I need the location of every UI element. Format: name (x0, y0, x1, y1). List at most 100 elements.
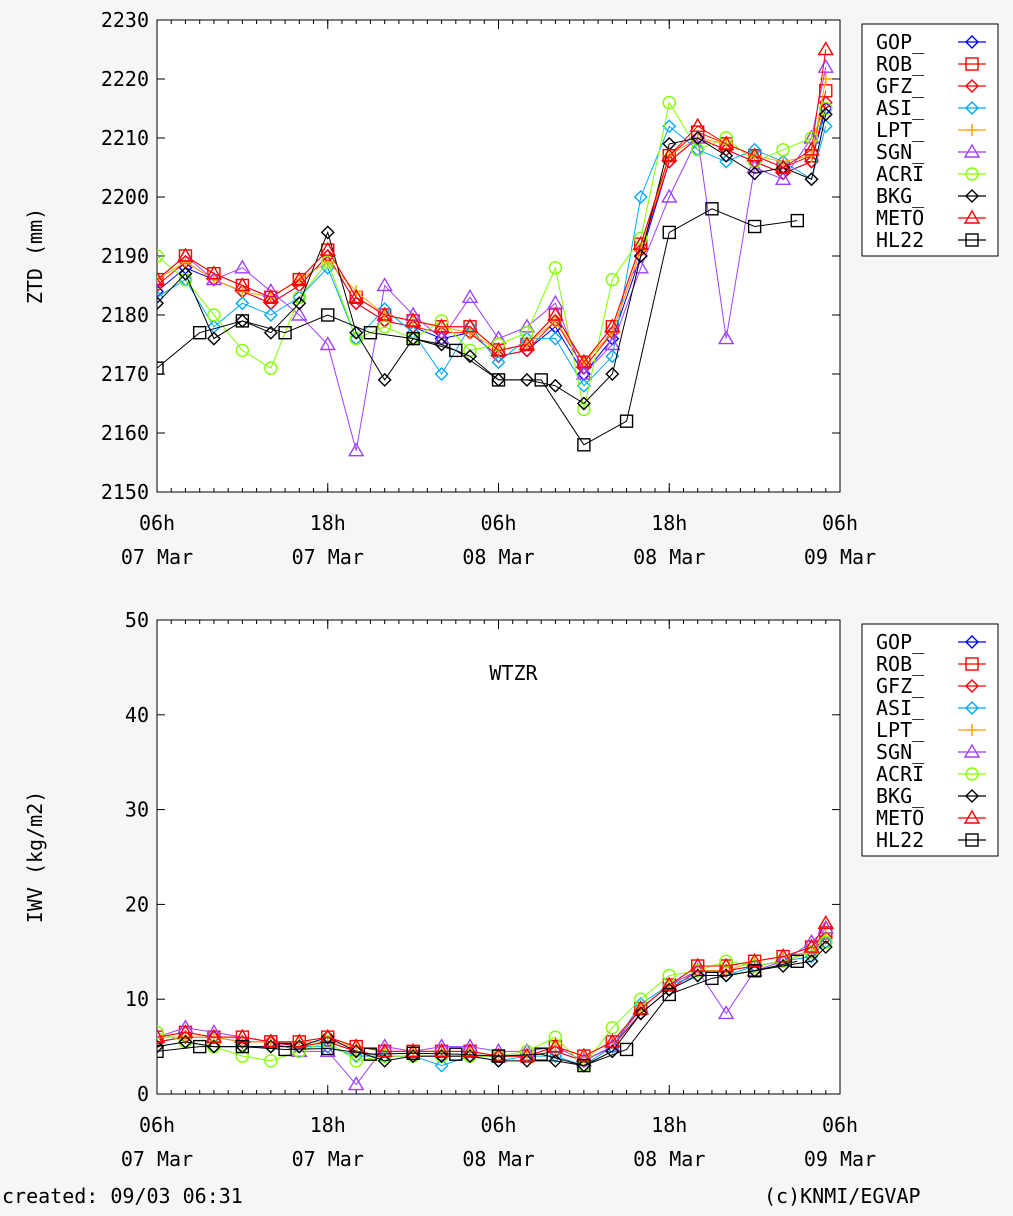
data-point (547, 306, 564, 321)
data-point (263, 308, 278, 322)
data-point (433, 330, 450, 345)
data-point (577, 1058, 591, 1073)
data-point (319, 241, 336, 256)
data-point (157, 284, 164, 299)
y-tick-label: 2200 (101, 185, 149, 209)
legend-marker (963, 743, 981, 758)
legend-marker (965, 189, 979, 203)
legend-label: SGN_ (876, 740, 925, 764)
data-point (818, 930, 833, 945)
data-point (520, 1044, 534, 1059)
data-point (206, 1039, 221, 1054)
data-point (404, 1042, 422, 1058)
y-tick-label: 50 (125, 608, 149, 632)
data-point (548, 261, 563, 275)
data-point (235, 296, 250, 311)
data-point (774, 170, 792, 186)
x-tick-label-hour: 18h (310, 511, 346, 535)
x-tick-label-hour: 06h (480, 1113, 516, 1137)
data-point (490, 342, 507, 357)
y-tick-label: 2230 (101, 8, 149, 32)
data-point (234, 1028, 251, 1043)
data-point (363, 1047, 378, 1061)
data-point (321, 1041, 335, 1056)
data-point (746, 147, 763, 162)
data-point (717, 957, 735, 972)
y-tick-label: 2210 (101, 126, 149, 150)
data-point (689, 117, 706, 132)
x-tick-label-hour: 06h (139, 1113, 175, 1137)
data-point (803, 141, 820, 156)
x-tick-label-hour: 06h (822, 1113, 858, 1137)
data-point (291, 306, 308, 321)
legend-marker (965, 35, 979, 49)
data-point (235, 1049, 250, 1063)
y-tick-label: 40 (125, 703, 149, 727)
legend-label: ASI_ (876, 96, 925, 120)
data-point (818, 940, 833, 955)
data-point (433, 318, 450, 333)
data-point (790, 213, 805, 228)
data-point (604, 318, 621, 333)
data-point (662, 987, 676, 1002)
legend-label: GOP_ (876, 630, 925, 654)
legend-marker (965, 767, 979, 781)
series-line (157, 960, 798, 1067)
data-point (790, 954, 805, 968)
data-point (803, 938, 820, 953)
data-point (577, 438, 591, 452)
data-point (179, 255, 192, 268)
legend-marker (965, 833, 979, 847)
legend-marker (966, 124, 978, 136)
data-point (804, 954, 819, 969)
data-point (349, 1044, 364, 1059)
data-point (376, 306, 393, 321)
data-point (235, 343, 250, 358)
data-point (263, 1039, 278, 1054)
data-point (661, 976, 678, 991)
legend-label: GFZ_ (876, 674, 925, 698)
legend-label: ROB_ (876, 652, 925, 676)
y-axis-label: IWV (kg/m2) (23, 791, 47, 923)
data-point (461, 318, 479, 333)
data-point (347, 1038, 365, 1053)
x-tick-label-date: 08 Mar (633, 1147, 705, 1171)
legend-label: METO (876, 206, 924, 230)
station-title: WTZR (489, 661, 538, 685)
legend-marker (965, 635, 979, 649)
data-point (177, 247, 194, 262)
data-point (377, 320, 392, 334)
data-point (662, 95, 676, 110)
data-point (604, 1033, 621, 1048)
data-point (717, 135, 735, 150)
data-point (433, 1042, 450, 1058)
data-point (406, 331, 420, 346)
data-point (434, 1058, 449, 1073)
data-point (157, 278, 164, 293)
data-point (774, 948, 792, 963)
series-line (157, 49, 827, 364)
y-tick-label: 2180 (101, 303, 149, 327)
data-point (178, 266, 193, 281)
data-point (705, 971, 719, 986)
data-point (747, 964, 762, 978)
data-point (434, 367, 449, 381)
y-tick-label: 2170 (101, 362, 149, 386)
created-timestamp: created: 09/03 06:31 (2, 1184, 243, 1208)
data-point (464, 326, 477, 339)
data-point (234, 259, 251, 274)
data-point (548, 378, 563, 393)
legend-label: ACRI (876, 762, 924, 786)
data-point (491, 355, 506, 370)
x-tick-label-hour: 06h (480, 511, 516, 535)
legend-marker (965, 701, 979, 715)
data-point (534, 1047, 548, 1061)
y-tick-label: 10 (125, 987, 149, 1011)
data-point (206, 331, 221, 346)
y-tick-label: 2190 (101, 244, 149, 268)
data-point (207, 308, 221, 322)
data-point (404, 306, 422, 321)
